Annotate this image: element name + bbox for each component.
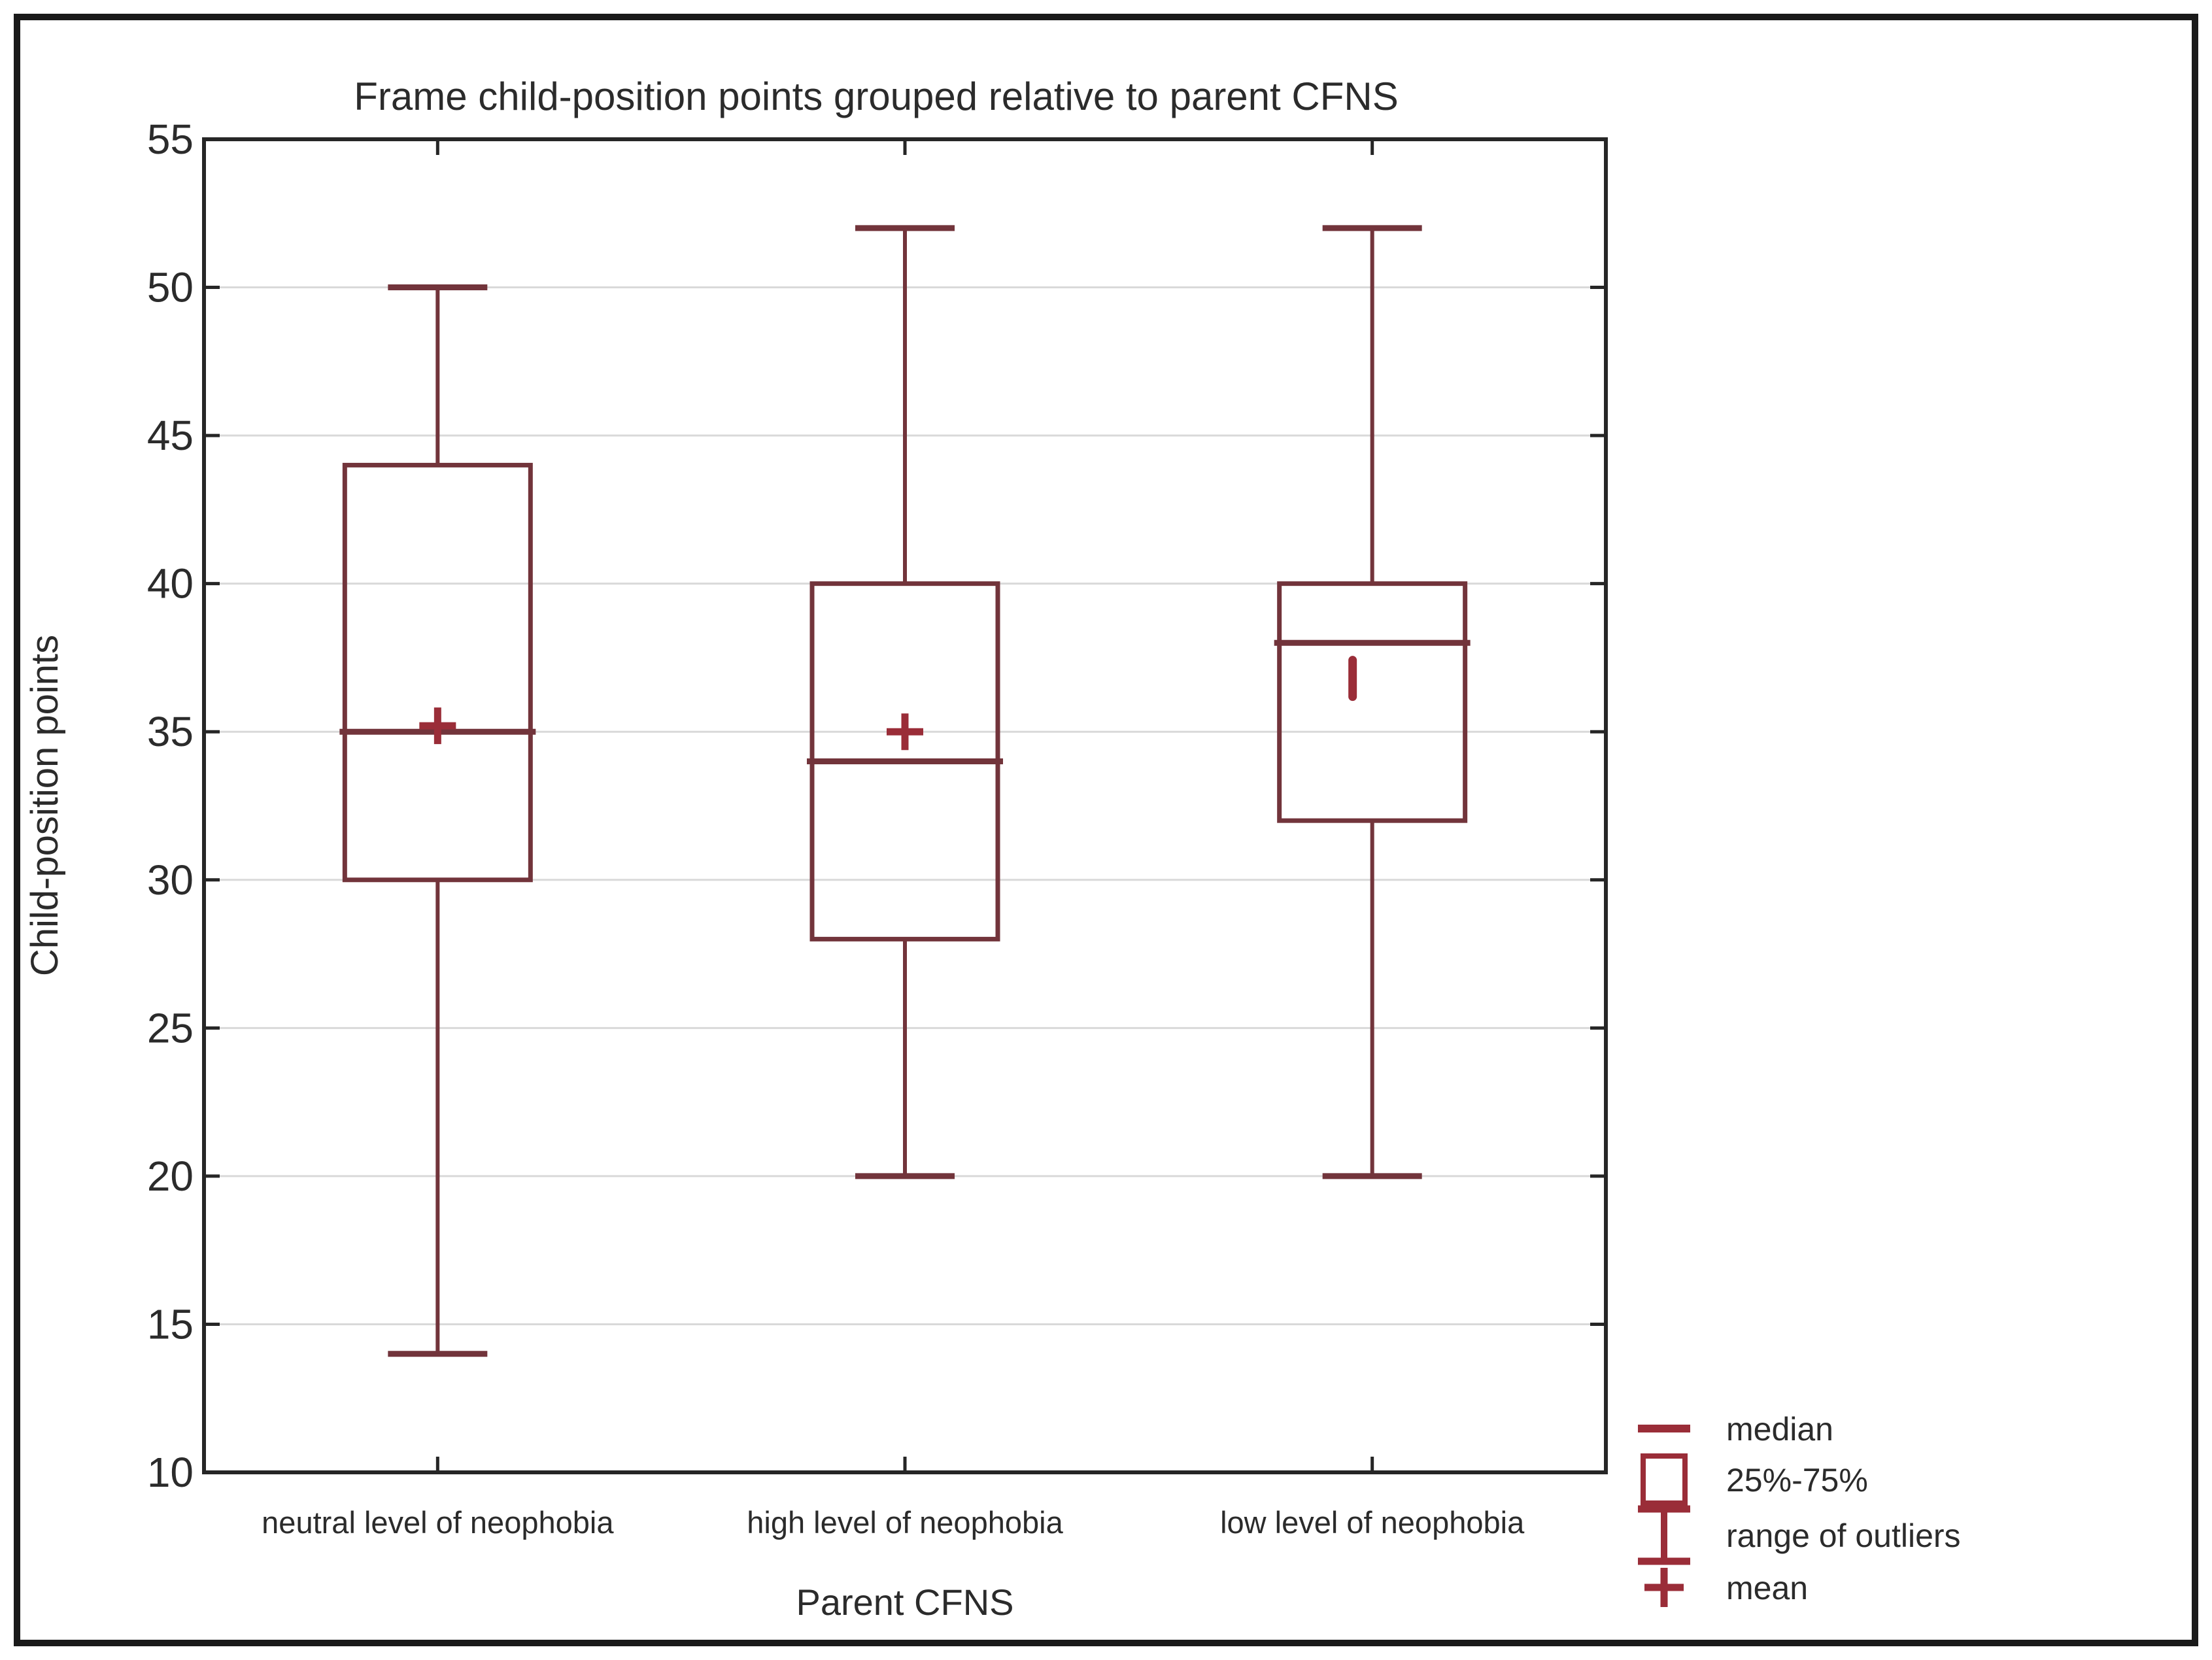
y-axis-title: Child-position points (24, 635, 66, 976)
box-group (807, 225, 1003, 1179)
y-tick-label: 30 (147, 856, 194, 904)
y-tick-label: 20 (147, 1153, 194, 1200)
x-axis-title: Parent CFNS (796, 1582, 1014, 1623)
category-labels-layer: neutral level of neophobia high level of … (262, 1505, 1525, 1540)
plot-frame (202, 137, 1608, 1474)
y-tick-label: 40 (147, 560, 194, 607)
y-tick-label: 50 (147, 264, 194, 311)
y-tick-label: 10 (147, 1449, 194, 1496)
legend-label-range: range of outliers (1726, 1517, 1961, 1554)
y-tick-label: 45 (147, 412, 194, 459)
box-group (1274, 225, 1471, 1179)
box-group (339, 284, 536, 1357)
category-label: high level of neophobia (747, 1505, 1063, 1540)
legend-symbols (1638, 1425, 1690, 1607)
legend-box-icon (1641, 1453, 1688, 1506)
legend-label-mean: mean (1726, 1570, 1808, 1606)
y-tick-labels-layer: 10 15 20 25 30 35 40 45 50 55 (147, 116, 194, 1496)
chart-title: Frame child-position points grouped rela… (354, 75, 1398, 118)
legend: median 25%-75% range of outliers mean (1638, 1411, 1961, 1607)
category-label: low level of neophobia (1220, 1505, 1525, 1540)
category-label: neutral level of neophobia (262, 1505, 614, 1540)
y-tick-label: 55 (147, 116, 194, 163)
boxplot-layer (339, 225, 1471, 1357)
y-tick-label: 25 (147, 1004, 194, 1051)
y-tick-label: 15 (147, 1300, 194, 1347)
y-tick-label: 35 (147, 708, 194, 755)
iqr-box (1277, 581, 1468, 823)
legend-label-median: median (1726, 1411, 1833, 1448)
legend-label-box: 25%-75% (1726, 1462, 1868, 1499)
iqr-box (342, 462, 533, 883)
